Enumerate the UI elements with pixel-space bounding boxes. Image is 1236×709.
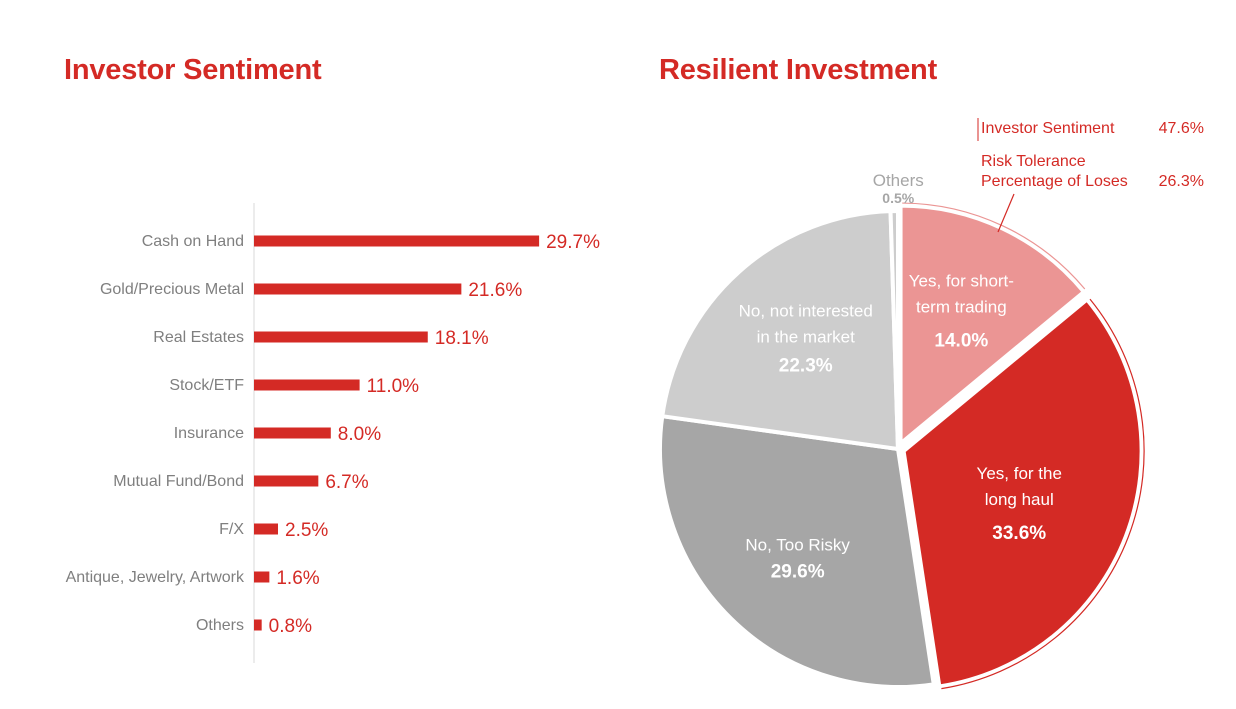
bar-chart: Cash on Hand 29.7% Gold/Precious Metal 21.6…: [66, 203, 600, 663]
bar-category-label: Mutual Fund/Bond: [113, 473, 244, 490]
annotation-leader-line: [997, 193, 1015, 233]
bar-value-label: 2.5%: [285, 520, 328, 541]
pie-slice-label: No, Too Risky: [745, 536, 850, 555]
bar: [254, 427, 331, 439]
bar: [254, 475, 319, 487]
bar-value-label: 18.1%: [435, 328, 489, 349]
bar-value-label: 0.8%: [269, 616, 312, 637]
pie-slice-value: 29.6%: [771, 562, 825, 583]
annotation-label: Percentage of Loses: [981, 173, 1128, 190]
bar: [254, 283, 462, 295]
pie-slice-label: No, not interested: [739, 301, 873, 320]
pie-slice-label: term trading: [916, 297, 1007, 316]
bar-category-label: Cash on Hand: [142, 233, 244, 250]
pie-slice-outline: [941, 298, 1145, 690]
pie-slice-label: Yes, for the: [977, 464, 1062, 483]
pie-slice-value: 14.0%: [934, 330, 988, 351]
bar-category-label: Others: [196, 617, 244, 634]
bar: [254, 379, 360, 391]
pie-slice-label: long haul: [985, 490, 1054, 509]
bar-value-label: 1.6%: [276, 568, 319, 589]
bar: [254, 571, 270, 583]
pie-slice: [658, 414, 936, 689]
pie-slice-label: Yes, for short-: [909, 271, 1014, 290]
annotation-label: Investor Sentiment: [981, 120, 1115, 137]
annotation-label: Risk Tolerance: [981, 153, 1086, 170]
bar-category-label: Antique, Jewelry, Artwork: [66, 569, 245, 586]
pie-slice: [888, 208, 900, 451]
pie-slice-label: in the market: [757, 327, 856, 346]
pie-slice-value: 22.3%: [779, 355, 833, 376]
pie-slice-value: 33.6%: [992, 523, 1046, 544]
bar: [254, 235, 540, 247]
bar-value-label: 21.6%: [468, 280, 522, 301]
bar: [254, 331, 428, 343]
pie-others-label: Others: [873, 171, 924, 190]
annotation-value: 47.6%: [1159, 120, 1204, 137]
bar: [254, 619, 262, 631]
pie-chart-title: Resilient Investment: [659, 54, 938, 86]
pie-slice-outline: [902, 202, 1086, 290]
pie-slice: [898, 203, 1086, 446]
bar-value-label: 11.0%: [367, 376, 420, 397]
bar: [254, 523, 278, 535]
bar-value-label: 6.7%: [325, 472, 368, 493]
pie-others-value: 0.5%: [882, 190, 914, 206]
bar-category-label: Gold/Precious Metal: [100, 281, 244, 298]
pie-slice: [660, 209, 900, 451]
pie-slice: [901, 297, 1144, 689]
annotation-value: 26.3%: [1159, 173, 1204, 190]
bar-category-label: Insurance: [174, 425, 244, 442]
bar-category-label: F/X: [219, 521, 244, 538]
bar-category-label: Real Estates: [153, 329, 244, 346]
bar-value-label: 29.7%: [546, 232, 600, 253]
bar-value-label: 8.0%: [338, 424, 381, 445]
bar-category-label: Stock/ETF: [169, 377, 244, 394]
bar-chart-title: Investor Sentiment: [64, 54, 322, 86]
